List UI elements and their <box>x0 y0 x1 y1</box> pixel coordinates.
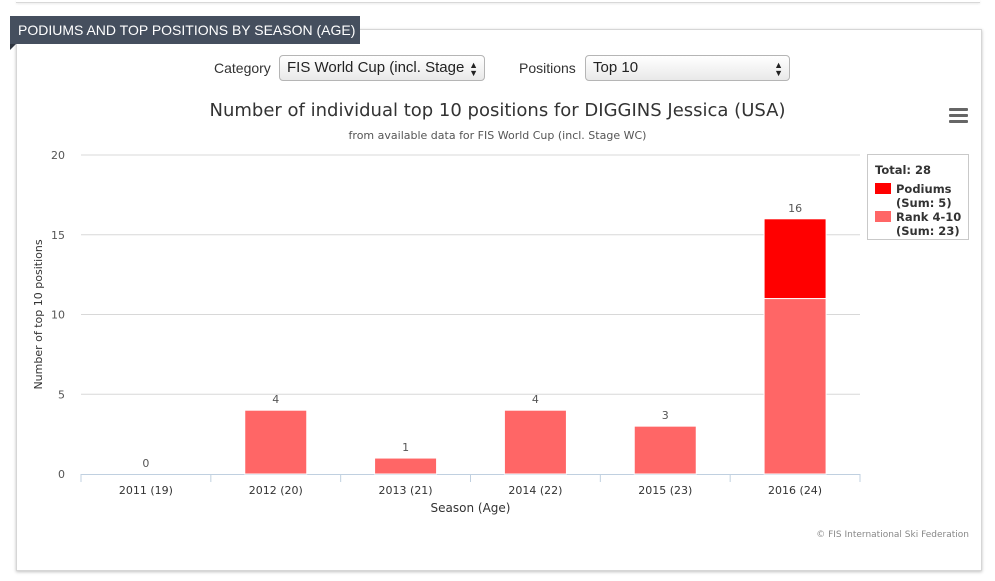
data-label: 1 <box>402 441 409 454</box>
y-tick-label: 15 <box>51 229 65 242</box>
bar-rank-4-10 <box>503 409 567 475</box>
category-select[interactable]: FIS World Cup (incl. Stage ▲ ▼ <box>279 55 485 81</box>
bar-rank-4-10 <box>633 425 697 475</box>
bar-rank-4-10 <box>763 298 827 475</box>
data-label: 0 <box>142 457 149 470</box>
positions-label: Positions <box>519 60 576 76</box>
legend-swatch <box>875 211 891 222</box>
hamburger-menu-icon[interactable] <box>949 108 968 123</box>
category-label: Category <box>214 60 271 76</box>
y-tick-label: 10 <box>51 309 65 322</box>
select-arrows-icon: ▲ ▼ <box>469 60 478 78</box>
legend-item-sum: (Sum: 23) <box>896 224 960 238</box>
data-label: 3 <box>662 409 669 422</box>
select-arrows-icon: ▲ ▼ <box>774 60 783 78</box>
bar-rank-4-10 <box>244 409 308 475</box>
legend-item-label: Podiums <box>896 182 952 196</box>
category-select-value: FIS World Cup (incl. Stage <box>287 59 465 76</box>
x-tick-label: 2015 (23) <box>638 484 692 497</box>
legend-item-sum: (Sum: 5) <box>896 196 952 210</box>
x-tick-label: 2013 (21) <box>379 484 433 497</box>
x-tick-label: 2011 (19) <box>119 484 173 497</box>
chart-legend: Total: 28 Podiums (Sum: 5) Rank 4-10 (Su… <box>867 154 969 240</box>
y-tick-label: 20 <box>51 149 65 162</box>
data-label: 4 <box>272 393 279 406</box>
credits-text[interactable]: © FIS International Ski Federation <box>816 530 969 540</box>
data-label: 16 <box>788 202 802 215</box>
y-tick-label: 5 <box>58 388 65 401</box>
x-tick-label: 2012 (20) <box>249 484 303 497</box>
top-divider <box>16 0 980 3</box>
data-label: 4 <box>532 393 539 406</box>
bar-rank-4-10 <box>374 457 438 475</box>
chart-subtitle: from available data for FIS World Cup (i… <box>348 129 647 142</box>
panel-tab-fold <box>10 44 16 50</box>
x-tick-label: 2014 (22) <box>508 484 562 497</box>
panel-title: PODIUMS AND TOP POSITIONS BY SEASON (AGE… <box>10 16 360 44</box>
positions-select[interactable]: Top 10 ▲ ▼ <box>585 55 790 81</box>
bar-podiums <box>763 218 827 300</box>
legend-total: Total: 28 <box>875 163 932 177</box>
y-axis-title: Number of top 10 positions <box>32 239 45 389</box>
y-tick-label: 0 <box>58 468 65 481</box>
legend-swatch <box>875 183 891 194</box>
chart-title: Number of individual top 10 positions fo… <box>209 100 786 121</box>
x-tick-label: 2016 (24) <box>768 484 822 497</box>
legend-item-label: Rank 4-10 <box>896 210 962 224</box>
positions-select-value: Top 10 <box>593 59 639 76</box>
x-axis-title: Season (Age) <box>431 501 511 515</box>
